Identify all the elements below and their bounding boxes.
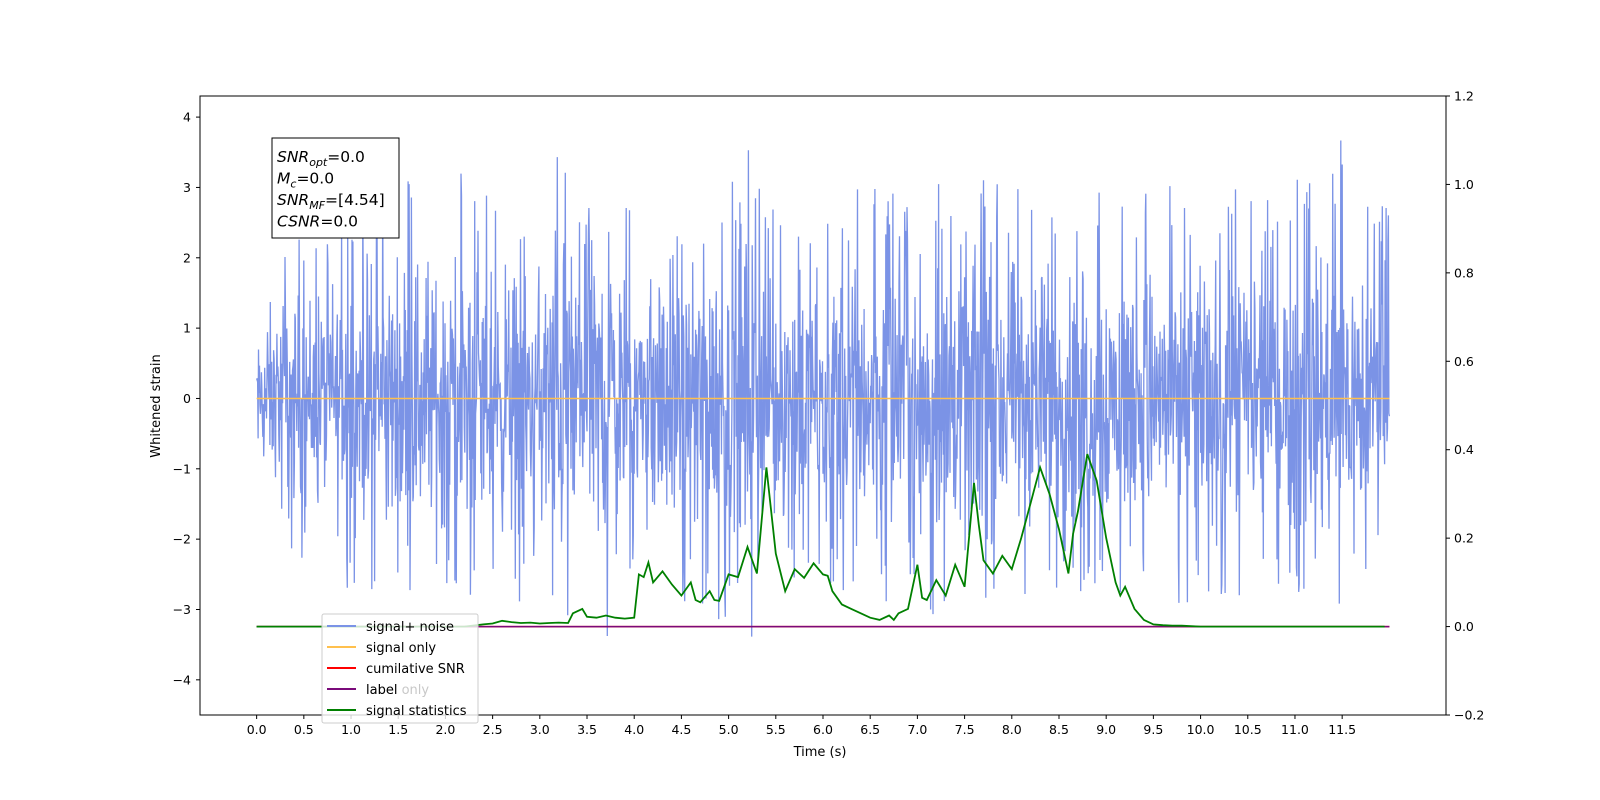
x-axis-label: Time (s) bbox=[793, 745, 847, 760]
legend-label: label bbox=[366, 683, 397, 698]
y-tick-label: −1 bbox=[173, 461, 191, 476]
y2-tick-label: −0.2 bbox=[1454, 708, 1484, 723]
legend-frame bbox=[321, 613, 479, 724]
y2-tick-label: 0.0 bbox=[1454, 619, 1474, 634]
x-tick-label: 6.5 bbox=[860, 722, 880, 737]
x-tick-label: 6.0 bbox=[813, 722, 833, 737]
y2-tick-label: 0.8 bbox=[1454, 265, 1474, 280]
y2-tick-label: 0.4 bbox=[1454, 442, 1474, 457]
y-axis-label: Whitened strain bbox=[149, 354, 164, 457]
legend-overlap-text: label only bbox=[366, 683, 429, 698]
x-tick-label: 1.5 bbox=[388, 722, 408, 737]
legend-label: signal only bbox=[366, 641, 436, 656]
x-tick-label: 8.5 bbox=[1049, 722, 1069, 737]
y-tick-label: 2 bbox=[183, 250, 191, 265]
x-tick-label: 4.0 bbox=[624, 722, 644, 737]
y-tick-label: 1 bbox=[183, 321, 191, 336]
x-tick-label: 3.0 bbox=[530, 722, 550, 737]
y-tick-label: 4 bbox=[183, 110, 191, 125]
x-tick-label: 0.5 bbox=[294, 722, 314, 737]
y2-tick-label: 0.2 bbox=[1454, 531, 1474, 546]
annotation-frame bbox=[271, 137, 400, 239]
x-tick-label: 5.5 bbox=[766, 722, 786, 737]
y2-axis-ticks: −0.2 0.0 0.2 0.4 0.6 0.8 1.0 1.2 bbox=[1446, 89, 1484, 723]
x-tick-label: 5.0 bbox=[719, 722, 739, 737]
x-tick-label: 7.5 bbox=[955, 722, 975, 737]
y-tick-label: −2 bbox=[173, 532, 191, 547]
legend-label: signal statistics bbox=[366, 704, 467, 719]
annotation-line: Mc=0.0 bbox=[277, 170, 334, 191]
y2-tick-label: 1.0 bbox=[1454, 177, 1474, 192]
legend-items: signal+ noise signal only cumilative SNR la… bbox=[327, 620, 467, 719]
x-tick-label: 11.5 bbox=[1328, 722, 1356, 737]
x-tick-label: 8.0 bbox=[1002, 722, 1022, 737]
series-signal-statistics-line bbox=[256, 453, 1385, 628]
x-tick-label: 2.0 bbox=[435, 722, 455, 737]
legend-label: signal+ noise bbox=[366, 620, 454, 635]
x-tick-label: 9.5 bbox=[1143, 722, 1163, 737]
x-tick-label: 9.0 bbox=[1096, 722, 1116, 737]
plot-series-layer bbox=[255, 140, 1391, 637]
x-tick-label: 7.0 bbox=[907, 722, 927, 737]
y-tick-label: −4 bbox=[173, 672, 191, 687]
y2-tick-label: 1.2 bbox=[1454, 89, 1474, 104]
x-axis-ticks: 0.0 0.5 1.0 1.5 2.0 2.5 3.0 3.5 4.0 4.5 5.0 5.5 6.0 6… bbox=[247, 715, 1356, 737]
annotation-line: SNRopt=0.0 bbox=[277, 148, 365, 169]
x-tick-label: 4.5 bbox=[671, 722, 691, 737]
x-tick-label: 3.5 bbox=[577, 722, 597, 737]
y-tick-label: 3 bbox=[183, 180, 191, 195]
y-tick-label: 0 bbox=[183, 391, 191, 406]
y2-tick-label: 0.6 bbox=[1454, 354, 1474, 369]
legend: label only signal+ noise signal only cumil… bbox=[321, 613, 479, 724]
legend-label: cumilative SNR bbox=[366, 662, 465, 677]
y-axis-ticks: −4 −3 −2 −1 0 1 2 3 4 bbox=[173, 110, 200, 687]
x-tick-label: 11.0 bbox=[1281, 722, 1309, 737]
x-tick-label: 1.0 bbox=[341, 722, 361, 737]
x-tick-label: 10.0 bbox=[1187, 722, 1215, 737]
series-signal-noise-line bbox=[255, 140, 1391, 637]
annotation-line: CSNR=0.0 bbox=[277, 213, 358, 231]
y-tick-label: −3 bbox=[173, 602, 191, 617]
annotation-line: SNRMF=[4.54] bbox=[277, 191, 385, 212]
x-tick-label: 10.5 bbox=[1234, 722, 1262, 737]
x-tick-label: 2.5 bbox=[483, 722, 503, 737]
x-tick-label: 0.0 bbox=[247, 722, 267, 737]
